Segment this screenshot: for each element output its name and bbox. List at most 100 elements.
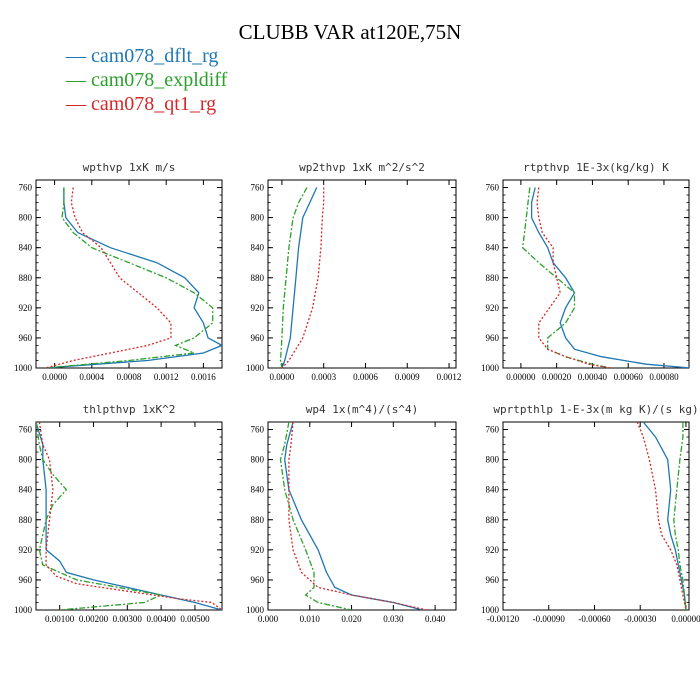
series-line-1 <box>36 422 222 610</box>
series-line-2 <box>279 422 352 610</box>
y-tick-label: 800 <box>19 455 33 465</box>
chart-panel-3: rtpthvp 1E-3x(kg/kg) K 760 800 840 880 920 960… <box>481 161 690 382</box>
x-tick-label: 0.00400 <box>147 614 177 624</box>
y-tick-label: 1000 <box>14 363 33 373</box>
chart-panel-1: wpthvp 1xK m/s 760 800 840 880 920 960 1000 0.00… <box>14 161 223 382</box>
y-tick-label: 800 <box>251 213 265 223</box>
y-tick-label: 1000 <box>481 363 500 373</box>
x-tick-label: 0.0012 <box>437 372 462 382</box>
y-tick-label: 880 <box>19 515 33 525</box>
series-line-2 <box>45 187 214 368</box>
page-title: CLUBB VAR at120E,75N <box>238 20 462 44</box>
y-tick-label: 960 <box>486 333 500 343</box>
plot-frame <box>267 179 457 369</box>
x-tick-label: 0.030 <box>383 614 404 624</box>
series-line-1 <box>284 422 423 610</box>
x-tick-label: 0.0006 <box>353 372 378 382</box>
x-tick-label: 0.00000 <box>671 614 700 624</box>
series-line-3 <box>281 187 325 368</box>
x-tick-label: -0.00090 <box>533 614 566 624</box>
y-tick-label: 840 <box>19 485 33 495</box>
y-tick-label: 960 <box>251 575 265 585</box>
y-tick-label: 880 <box>251 273 265 283</box>
y-tick-label: 920 <box>19 545 33 555</box>
x-tick-label: 0.00020 <box>542 372 572 382</box>
y-tick-label: 920 <box>19 303 33 313</box>
x-tick-label: 0.0003 <box>311 372 336 382</box>
chart-panel-2: wp2thvp 1xK m^2/s^2 760 800 840 880 920 960 100… <box>246 161 461 382</box>
y-tick-label: 760 <box>251 425 265 435</box>
y-tick-label: 760 <box>486 425 500 435</box>
x-tick-label: 0.00100 <box>45 614 75 624</box>
plot-frame <box>35 179 223 369</box>
x-tick-label: -0.00060 <box>578 614 611 624</box>
y-tick-label: 800 <box>251 455 265 465</box>
y-tick-label: 1000 <box>246 605 265 615</box>
series-line-3 <box>288 422 427 610</box>
x-tick-label: 0.00000 <box>506 372 536 382</box>
panel-title: wprtpthlp 1-E-3x(m kg K)/(s kg) <box>493 403 698 416</box>
x-tick-label: 0.0004 <box>79 372 104 382</box>
y-tick-label: 880 <box>486 273 500 283</box>
y-tick-label: 960 <box>19 575 33 585</box>
y-tick-label: 880 <box>251 515 265 525</box>
y-tick-label: 760 <box>486 183 500 193</box>
x-tick-label: 0.00040 <box>578 372 608 382</box>
legend: — cam078_dflt_rg — cam078_expldiff — cam… <box>66 44 227 116</box>
panel-title: rtpthvp 1E-3x(kg/kg) K <box>523 161 669 174</box>
panel-title: thlpthvp 1xK^2 <box>83 403 176 416</box>
chart-panel-4: thlpthvp 1xK^2 760 800 840 880 920 960 1000 0.00… <box>14 403 223 624</box>
series-line-2 <box>279 187 308 368</box>
series-line-2 <box>522 187 611 368</box>
series-line-2 <box>36 422 164 610</box>
plot-frame <box>502 179 690 369</box>
series-line-1 <box>281 187 318 368</box>
y-tick-label: 840 <box>19 243 33 253</box>
series-line-3 <box>38 422 222 610</box>
y-tick-label: 760 <box>19 425 33 435</box>
x-tick-label: 0.000 <box>258 614 279 624</box>
x-tick-label: 0.020 <box>341 614 362 624</box>
chart-panel-5: wp4 1x(m^4)/(s^4)76080084088092096010000… <box>246 403 457 624</box>
panel-title: wp2thvp 1xK m^2/s^2 <box>299 161 425 174</box>
legend-item-dflt: — cam078_dflt_rg <box>66 45 219 67</box>
y-tick-label: 960 <box>486 575 500 585</box>
y-tick-label: 960 <box>19 333 33 343</box>
panel-title: wpthvp 1xK m/s <box>83 161 176 174</box>
x-tick-label: 0.0016 <box>191 372 216 382</box>
plot-frame <box>502 421 690 611</box>
series-line-1 <box>45 187 222 368</box>
y-tick-label: 1000 <box>246 363 265 373</box>
y-tick-label: 920 <box>486 303 500 313</box>
series-line-1 <box>642 422 687 610</box>
series-line-3 <box>45 187 172 368</box>
y-tick-label: 840 <box>486 485 500 495</box>
chart-panel-6: wprtpthlp 1-E-3x(m kg K)/(s kg) 760 800 840… <box>481 403 700 624</box>
x-tick-label: -0.00120 <box>487 614 520 624</box>
x-tick-label: 0.0012 <box>154 372 179 382</box>
x-tick-label: 0.0009 <box>395 372 420 382</box>
y-tick-label: 960 <box>251 333 265 343</box>
x-tick-label: 0.00080 <box>649 372 679 382</box>
y-tick-label: 920 <box>486 545 500 555</box>
y-tick-label: 1000 <box>481 605 500 615</box>
legend-item-expldiff: — cam078_expldiff <box>66 69 228 91</box>
y-tick-label: 760 <box>19 183 33 193</box>
series-line-3 <box>536 187 611 368</box>
x-tick-label: 0.0000 <box>42 372 67 382</box>
x-tick-label: 0.0000 <box>270 372 295 382</box>
legend-item-qt1: — cam078_qt1_rg <box>66 93 217 115</box>
y-tick-label: 920 <box>251 303 265 313</box>
x-tick-label: 0.0008 <box>117 372 142 382</box>
x-tick-label: -0.00030 <box>624 614 657 624</box>
y-tick-label: 920 <box>251 545 265 555</box>
panel-title: wp4 1x(m^4)/(s^4) <box>306 403 419 416</box>
y-tick-label: 800 <box>486 213 500 223</box>
y-tick-label: 1000 <box>14 605 33 615</box>
y-tick-label: 880 <box>19 273 33 283</box>
x-tick-label: 0.010 <box>300 614 321 624</box>
y-tick-label: 800 <box>486 455 500 465</box>
series-line-2 <box>673 422 687 610</box>
y-tick-label: 880 <box>486 515 500 525</box>
